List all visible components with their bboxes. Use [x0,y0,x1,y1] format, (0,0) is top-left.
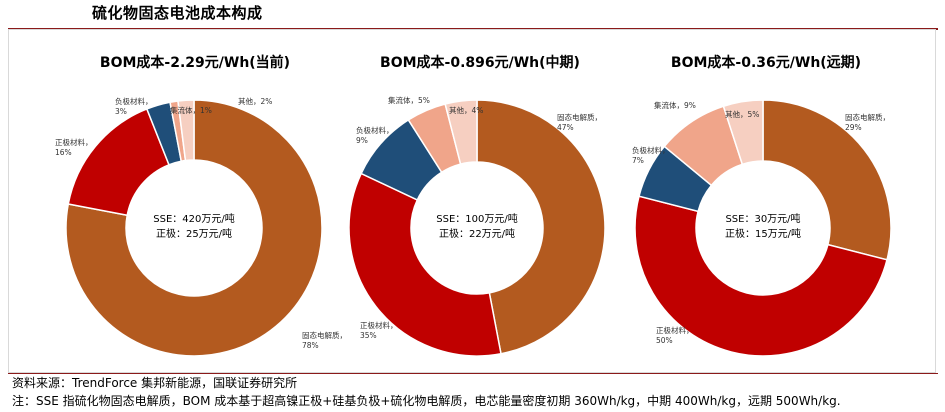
slice-cathode-2 [634,195,888,357]
center-text-2-0: SSE：30万元/吨 [725,212,800,225]
chart-title-mid: BOM成本-0.896元/Wh(中期) [380,55,580,71]
chart-frame [8,29,936,373]
slice-label-electrolyte-0: 固态电解质， 78% [302,330,347,350]
slice-label-cathode-0: 正极材料， 16% [55,137,93,157]
slice-label-collector-1: 集流体，5% [388,95,430,105]
center-text-1-1: 正极：22万元/吨 [439,227,515,240]
slice-label-anode-0: 负极材料， 3% [115,96,153,116]
slice-cathode-1 [348,172,502,357]
slice-label-electrolyte-1: 固态电解质， 47% [557,112,602,132]
slice-electrolyte-0 [65,99,323,357]
slice-electrolyte-2 [762,99,892,261]
donut-charts: 固态电解质， 78% 正极材料， 16% 负极材料， 3% 集流体，1% 其他，2% SSE：4… [55,95,892,357]
chart-title-long: BOM成本-0.36元/Wh(远期) [670,55,862,71]
slice-label-other-1: 其他，4% [449,105,483,115]
center-text-0-0: SSE：420万元/吨 [153,212,234,225]
slice-label-anode-2: 负极材料， 7% [632,145,670,165]
source-note: 资料来源：TrendForce 集邦新能源，国联证券研究所 [12,376,298,390]
chart-title-current: BOM成本-2.29元/Wh(当前) [99,55,291,71]
slice-label-other-2: 其他，5% [725,109,759,119]
slice-label-anode-1: 负极材料， 9% [356,125,394,145]
slice-label-cathode-2: 正极材料， 50% [656,325,694,345]
slice-other-0 [177,99,195,162]
footnote: 注：SSE 指硫化物固态电解质，BOM 成本基于超高镍正极+硅基负极+硫化物电解… [12,394,841,408]
center-text-2-1: 正极：15万元/吨 [725,227,801,240]
slice-label-collector-2: 集流体，9% [654,100,696,110]
slice-label-electrolyte-2: 固态电解质， 29% [845,112,890,132]
center-text-1-0: SSE：100万元/吨 [436,212,517,225]
slice-label-cathode-1: 正极材料， 35% [360,320,398,340]
bottom-rule [8,373,938,374]
slice-other-2 [722,99,764,166]
center-text-0-1: 正极：25万元/吨 [156,227,232,240]
page-title: 硫化物固态电池成本构成 [92,4,263,22]
slice-label-other-0: 其他，2% [238,96,272,106]
slice-other-1 [444,99,478,165]
slice-electrolyte-1 [476,99,606,355]
slice-label-collector-0: 集流体，1% [170,105,212,115]
